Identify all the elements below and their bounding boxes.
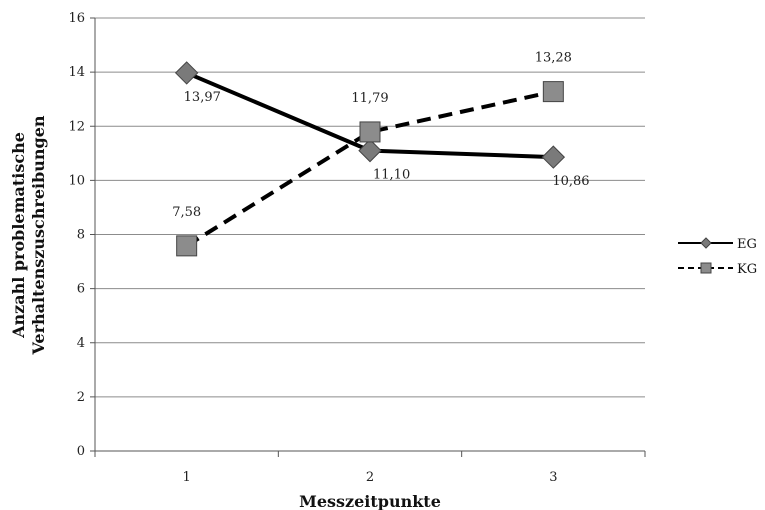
- data-point-eg-2: [358, 138, 382, 163]
- legend-marker-kg: [700, 262, 712, 274]
- legend: EG KG: [678, 237, 757, 277]
- y-tick-label: 10: [68, 173, 85, 188]
- legend-item-kg: KG: [678, 262, 757, 277]
- series-line-kg: [185, 89, 554, 248]
- y-axis-title-line-1: Anzahl problematische: [9, 132, 28, 339]
- data-label-eg-3: 10,86: [552, 174, 589, 189]
- y-tick-label: 8: [77, 228, 85, 243]
- y-tick-label: 12: [68, 119, 85, 134]
- data-point-kg-1: [176, 235, 198, 257]
- data-point-eg-3: [541, 145, 566, 169]
- y-tick-label: 2: [77, 390, 85, 405]
- data-label-kg-1: 7,58: [172, 205, 201, 220]
- x-axis-title: Messzeitpunkte: [299, 492, 441, 510]
- data-label-kg-3: 13,28: [535, 51, 572, 66]
- legend-marker-eg: [700, 237, 712, 249]
- data-label-eg-2: 11,10: [373, 168, 410, 183]
- x-tick-label: 1: [183, 470, 191, 485]
- data-point-eg-1: [174, 61, 199, 85]
- data-point-kg-3: [542, 81, 564, 103]
- legend-label-eg: EG: [737, 237, 757, 252]
- data-label-kg-2: 11,79: [351, 91, 388, 106]
- y-tick-label: 6: [77, 282, 85, 297]
- y-axis-title-line-2: Verhaltenszuschreibungen: [29, 115, 48, 355]
- data-label-eg-1: 13,97: [184, 90, 221, 105]
- label-layer: 13,97 11,10 10,86 7,58 11,79 13,28: [172, 51, 589, 220]
- legend-item-eg: EG: [678, 237, 757, 252]
- y-tick-label: 16: [68, 11, 85, 26]
- series-layer: [174, 61, 566, 257]
- x-tick-label: 3: [549, 470, 557, 485]
- data-point-kg-2: [359, 121, 381, 143]
- y-tick-label: 14: [68, 65, 85, 80]
- y-tick-label: 4: [77, 336, 85, 351]
- legend-label-kg: KG: [737, 262, 757, 277]
- y-tick-label: 0: [77, 444, 85, 459]
- x-tick-label: 2: [366, 470, 374, 485]
